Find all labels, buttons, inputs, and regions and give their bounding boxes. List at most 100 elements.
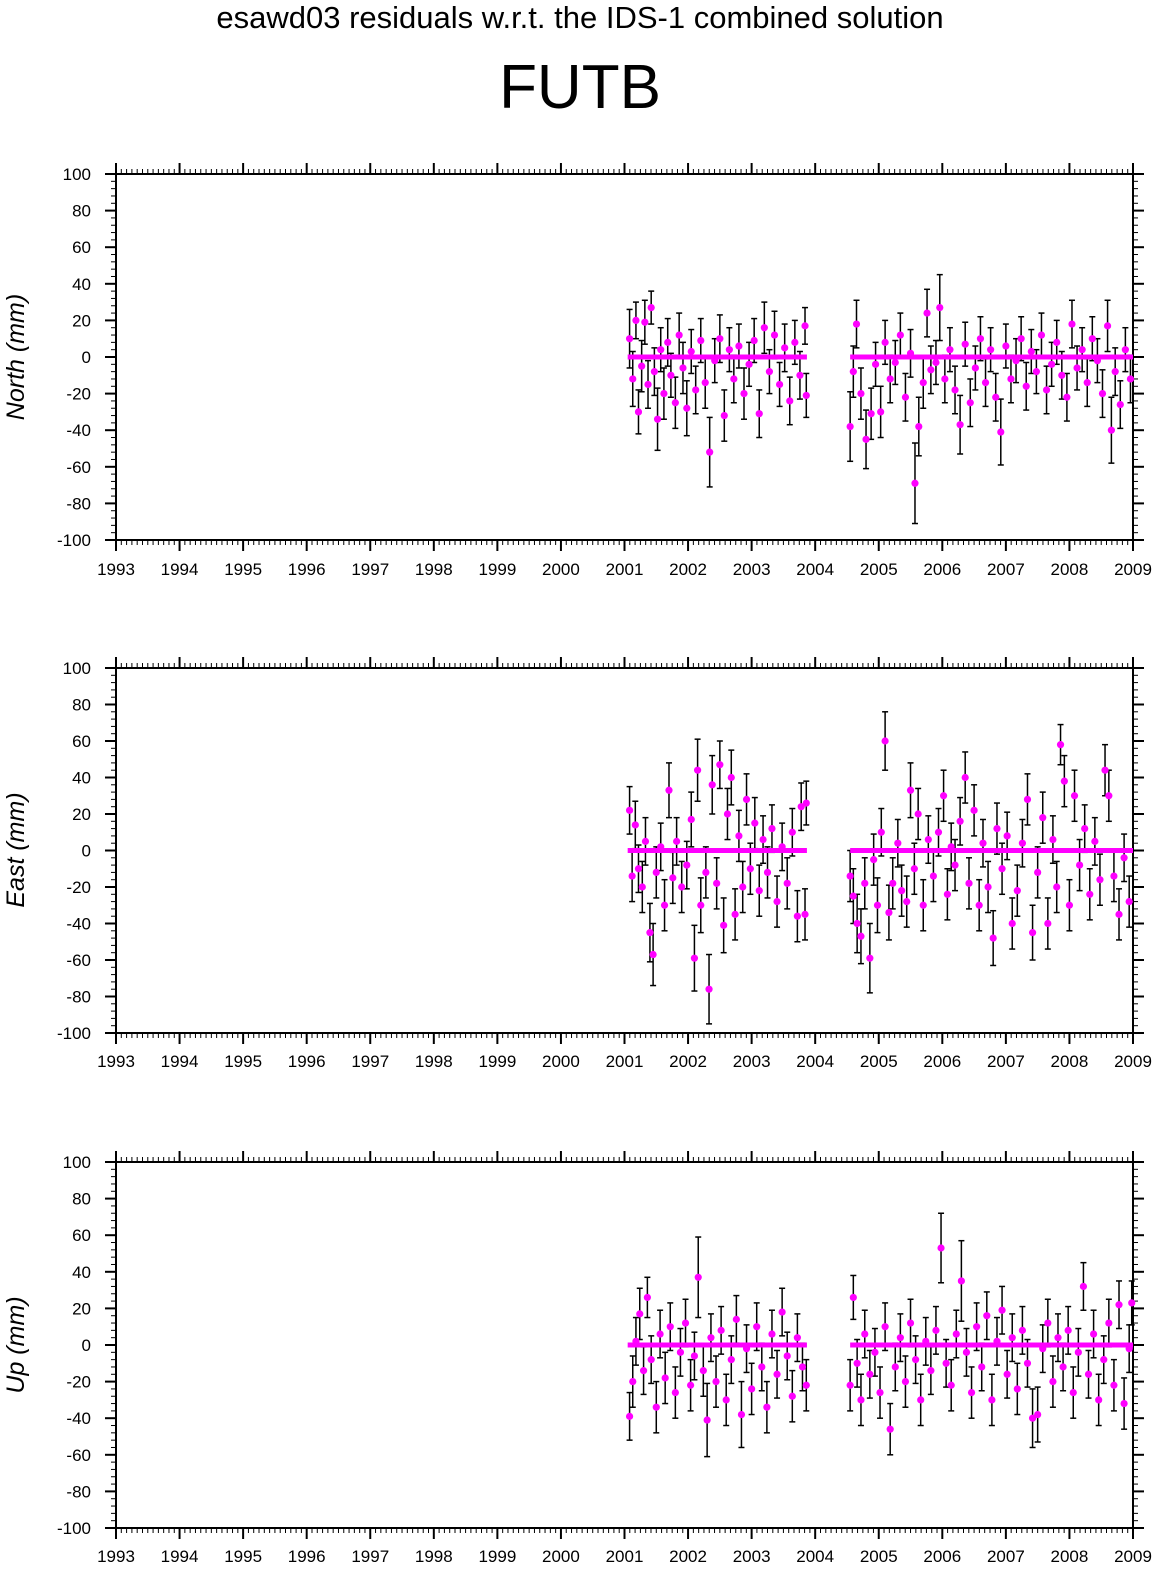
data-point [763,868,772,877]
data-point [1058,371,1066,379]
data-point [919,901,927,909]
y-tick-label: -100 [57,1519,91,1538]
data-point [987,346,995,354]
data-point [711,357,719,365]
data-point [961,773,969,782]
data-point [742,1345,751,1353]
data-point [957,1277,965,1285]
data-point [947,1381,955,1389]
x-tick-label: 1995 [224,560,262,579]
data-point [870,856,878,864]
x-tick-label: 1998 [415,1052,453,1071]
data-point [1003,832,1011,840]
data-point [1115,910,1123,918]
data-point [683,404,691,412]
data-point [984,883,992,891]
data-point [923,309,931,317]
data-point [641,837,650,845]
data-point [1105,792,1113,800]
data-point [1008,1334,1016,1342]
data-point [862,435,870,443]
data-point [625,806,634,814]
data-point [683,861,691,869]
data-point [781,344,789,352]
y-axis: 100 80 60 40 20 0 -20 -40 -60 -80 -100 [57,1153,1144,1538]
data-point [1018,839,1027,847]
data-point [759,835,767,844]
y-axis-label: East (mm) [2,792,30,907]
data-point [628,872,636,880]
y-axis: 100 80 60 40 20 0 -20 -40 -60 -80 -100 [57,659,1144,1043]
data-point [1081,825,1089,833]
data-point [783,1352,791,1360]
data-point [770,331,779,339]
x-tick-label: 2007 [987,1052,1025,1071]
data-point [647,303,655,312]
data-point [783,879,791,887]
data-point [722,1396,730,1404]
error-bars [626,711,1133,1025]
data-point [886,375,894,383]
data-point [866,954,874,962]
y-tick-label: 100 [63,659,91,678]
y-tick-label: 40 [72,275,91,294]
data-point [1084,1370,1093,1378]
data-point [975,901,983,909]
data-point [906,1319,915,1327]
data-point [1098,390,1107,398]
data-point [1088,335,1096,343]
data-point [852,320,861,328]
y-axis: 100 80 60 40 20 0 -20 -40 -60 -80 -100 [57,165,1144,550]
data-point [758,1363,766,1371]
y-tick-label: 80 [72,202,91,221]
chart-subtitle: esawd03 residuals w.r.t. the IDS-1 combi… [216,0,944,35]
data-point [993,1337,1001,1345]
data-point [846,872,854,880]
data-point [775,380,784,389]
y-tick-label: 60 [72,238,91,257]
data-point [1107,426,1115,434]
y-tick-label: -40 [66,1409,91,1428]
data-point [1101,766,1109,774]
data-point [1068,320,1076,328]
y-tick-label: 0 [82,842,91,861]
data-point [1103,322,1112,330]
x-tick-label: 1994 [161,1547,199,1566]
data-point [1044,1319,1052,1327]
data-point [1049,1378,1057,1386]
data-point [699,1367,707,1375]
data-point [939,792,948,800]
y-tick-label: -100 [57,531,91,550]
data-point [739,883,747,891]
data-point [735,832,743,840]
data-point [1091,837,1099,845]
data-point [1018,1326,1027,1334]
x-tick-label: 1994 [161,560,199,579]
data-point [732,1315,740,1323]
x-tick-label: 2006 [923,1052,961,1071]
data-point [671,399,679,407]
data-point [1008,919,1016,928]
data-point [1034,1410,1042,1419]
y-tick-label: 40 [72,1263,91,1282]
x-tick-label: 1999 [478,1052,516,1071]
data-point [873,901,882,909]
data-point [690,1352,699,1360]
data-point [936,303,944,312]
data-point [636,1310,644,1318]
data-point [881,737,889,745]
data-point [885,908,893,917]
data-point [634,865,643,873]
x-tick-label: 2000 [542,1052,580,1071]
x-tick-label: 2005 [860,560,898,579]
data-point [971,364,979,372]
data-point [765,368,774,376]
x-tick-label: 2001 [606,1547,644,1566]
data-point [1095,1396,1103,1404]
data-point [793,1334,801,1342]
x-axis: 1993 1994 1995 1996 1997 1998 1999 2000 2001 2002… [97,1151,1152,1566]
data-point [716,335,724,343]
data-point [1049,835,1057,844]
data-point [946,346,954,354]
data-point [891,1363,899,1371]
